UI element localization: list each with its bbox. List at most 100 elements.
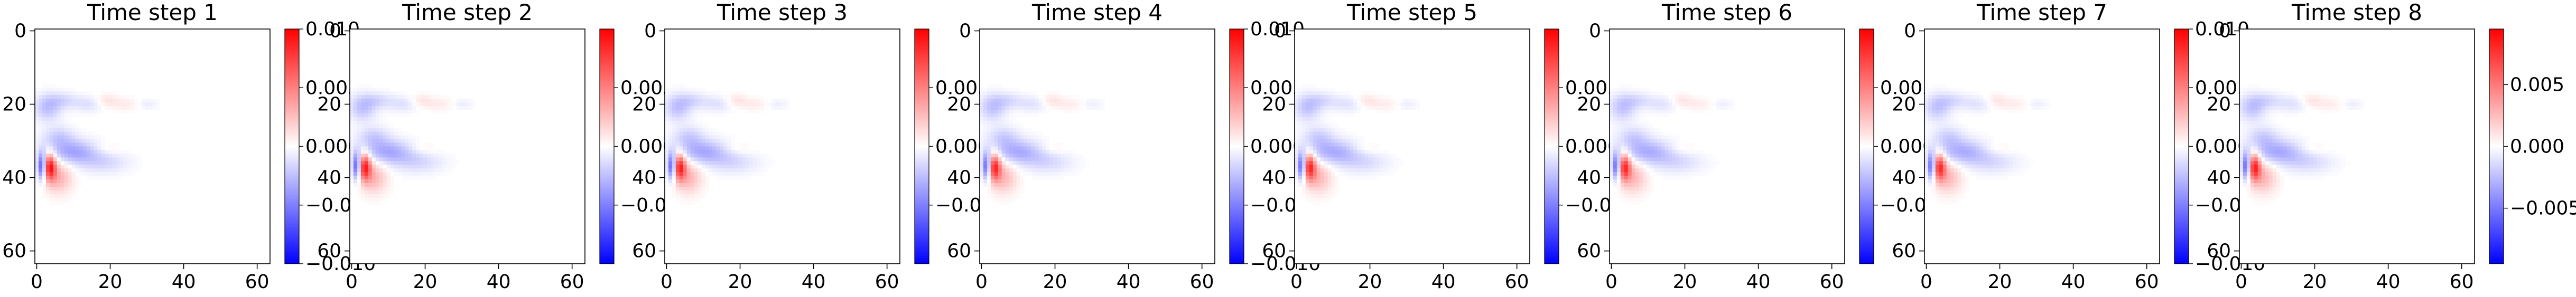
heatmap-cell [1353, 168, 1357, 173]
heatmap-cell [727, 142, 731, 147]
heatmap-cell [423, 176, 427, 180]
heatmap-cell [86, 113, 90, 118]
heatmap-cell [1679, 161, 1684, 165]
heatmap-cell [2261, 88, 2265, 92]
heatmap-cell [987, 157, 991, 161]
heatmap-cell [1642, 197, 1647, 202]
heatmap-cell [1939, 124, 1943, 129]
heatmap-cell [79, 109, 83, 114]
heatmap-cell [1642, 95, 1647, 99]
heatmap-cell [694, 99, 698, 103]
heatmap-cell [2254, 128, 2258, 132]
heatmap-cell [1075, 154, 1080, 158]
heatmap-cell [1368, 99, 1372, 103]
heatmap-cell [405, 142, 409, 147]
heatmap-cell [2327, 109, 2332, 114]
heatmap-cell [1009, 161, 1013, 165]
heatmap-cell [716, 157, 720, 161]
heatmap-cell [38, 95, 43, 99]
heatmap-cell [1624, 183, 1629, 187]
heatmap-cell [364, 179, 369, 184]
heatmap-cell [1038, 146, 1043, 150]
heatmap-cell [2257, 91, 2262, 95]
heatmap-cell [990, 117, 995, 121]
heatmap-cell [2012, 157, 2017, 161]
heatmap-cell [1620, 165, 1625, 169]
heatmap-cell [723, 161, 728, 165]
heatmap-cell [1320, 194, 1324, 198]
heatmap-cell [980, 109, 984, 114]
heatmap-cell [756, 157, 761, 161]
heatmap-cell [1639, 197, 1643, 202]
heatmap-cell [1390, 172, 1394, 176]
heatmap-cell [2008, 157, 2013, 161]
heatmap-cell [1024, 131, 1028, 136]
heatmap-cell [716, 150, 720, 154]
heatmap-cell [2023, 157, 2028, 161]
heatmap-cell [1639, 142, 1643, 147]
heatmap-cell [1049, 91, 1054, 95]
heatmap-cell [53, 190, 58, 195]
heatmap-cell [1972, 150, 1976, 154]
heatmap-cell [1942, 176, 1947, 180]
heatmap-cell [86, 109, 90, 114]
heatmap-cell [1987, 135, 1991, 139]
heatmap-cell [734, 165, 739, 169]
heatmap-cell [1031, 142, 1035, 147]
heatmap-cell [371, 124, 376, 129]
heatmap-cell [1078, 106, 1083, 110]
heatmap-cell [716, 161, 720, 165]
heatmap-cell [449, 168, 453, 173]
heatmap-cell [1309, 154, 1314, 158]
heatmap-cell [1301, 150, 1306, 154]
heatmap-cell [698, 117, 702, 121]
heatmap-cell [1972, 165, 1976, 169]
heatmap-cell [1646, 183, 1650, 187]
heatmap-cell [412, 142, 416, 147]
y-tick-label: 40 [317, 167, 341, 189]
x-tick-label: 20 [413, 271, 438, 293]
heatmap-cell [1642, 117, 1647, 121]
heatmap-cell [701, 135, 705, 139]
heatmap-cell [672, 142, 676, 147]
heatmap-cell [2254, 154, 2258, 158]
heatmap-cell [1939, 128, 1943, 132]
heatmap-cell [1009, 91, 1013, 95]
heatmap-cell [1049, 172, 1054, 176]
heatmap-cell [1346, 146, 1350, 150]
heatmap-cell [375, 124, 379, 129]
heatmap-cell [1335, 183, 1339, 187]
heatmap-cell [2257, 139, 2262, 143]
heatmap-cell [752, 172, 757, 176]
heatmap-cell [386, 102, 390, 107]
heatmap-cell [1928, 117, 1932, 121]
heatmap-cell [709, 109, 713, 114]
heatmap-cell [1038, 154, 1043, 158]
heatmap-cell [1393, 102, 1398, 107]
heatmap-cell [2012, 168, 2017, 173]
heatmap-cell [42, 113, 47, 118]
heatmap-cell [2005, 154, 2010, 158]
heatmap-cell [2276, 91, 2280, 95]
heatmap-cell [1935, 109, 1940, 114]
heatmap-cell [86, 161, 90, 165]
y-tick-label: 40 [1892, 167, 1916, 189]
heatmap-cell [1295, 117, 1299, 121]
heatmap-cell [1049, 106, 1054, 110]
heatmap-cell [1613, 95, 1617, 99]
heatmap-cell [2268, 88, 2273, 92]
heatmap-cell [1350, 135, 1354, 139]
heatmap-cell [994, 131, 999, 136]
heatmap-cell [101, 95, 105, 99]
heatmap-cell [1646, 165, 1650, 169]
heatmap-cell [35, 139, 39, 143]
heatmap-cell [364, 117, 369, 121]
heatmap-cell [686, 117, 691, 121]
heatmap-cell [2268, 150, 2273, 154]
heatmap-cell [53, 186, 58, 191]
heatmap-cell [1620, 106, 1625, 110]
heatmap-cell [60, 150, 64, 154]
heatmap-cell [2265, 109, 2269, 114]
y-tick-label: 20 [2, 94, 26, 116]
heatmap-cell [452, 154, 457, 158]
